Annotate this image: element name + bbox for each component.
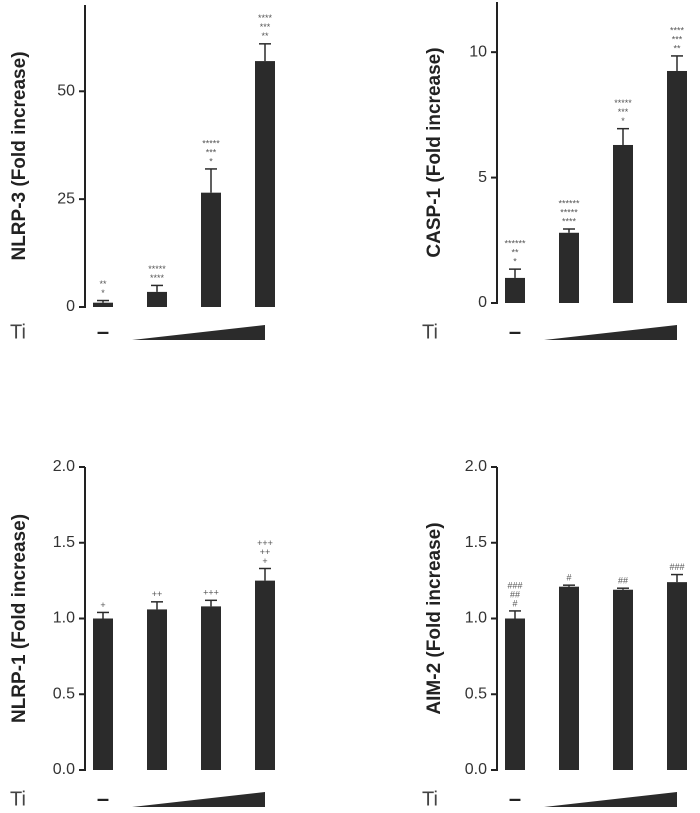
significance-label: ** <box>673 43 681 53</box>
bar <box>613 144 633 303</box>
treatment-label: Ti <box>422 788 438 810</box>
significance-label: *** <box>618 107 629 117</box>
significance-label: **** <box>562 216 577 226</box>
significance-label: ***** <box>614 98 632 108</box>
y-tick-label: 1.5 <box>465 534 487 551</box>
bar <box>559 586 579 770</box>
significance-label: **** <box>150 273 165 283</box>
y-tick-label: 0.0 <box>53 761 75 778</box>
significance-label: * <box>101 288 105 298</box>
control-label: – <box>509 786 521 811</box>
control-label: – <box>509 319 521 344</box>
bar <box>613 589 633 770</box>
bar <box>255 580 275 770</box>
significance-label: ** <box>99 279 107 289</box>
y-tick-label: 2.0 <box>465 458 487 475</box>
control-label: – <box>97 786 109 811</box>
y-axis-label: NLRP-1 (Fold increase) <box>9 514 30 723</box>
significance-label: ** <box>511 248 519 258</box>
bar <box>93 618 113 770</box>
significance-label: * <box>513 257 517 267</box>
control-label: – <box>97 319 109 344</box>
significance-label: **** <box>258 13 273 23</box>
y-tick-label: 50 <box>57 83 75 100</box>
y-tick-label: 0.5 <box>465 685 487 702</box>
significance-label: * <box>209 156 213 166</box>
y-axis-label: AIM-2 (Fold increase) <box>424 522 445 714</box>
y-tick-label: 10 <box>469 43 487 60</box>
significance-label: *** <box>260 22 271 32</box>
significance-label: +++ <box>203 588 219 598</box>
significance-label: ++ <box>152 589 163 599</box>
bar <box>255 61 275 308</box>
bar <box>505 277 525 303</box>
significance-label: ## <box>510 589 520 599</box>
bar <box>667 582 687 770</box>
bar <box>147 291 167 307</box>
bar <box>667 70 687 304</box>
y-tick-label: 0.0 <box>465 761 487 778</box>
y-tick-label: 1.0 <box>53 610 75 627</box>
significance-label: * <box>621 116 625 126</box>
y-tick-label: 1.5 <box>53 534 75 551</box>
dose-wedge <box>544 325 677 340</box>
bar <box>93 302 113 307</box>
y-axis-label: NLRP-3 (Fold increase) <box>9 51 30 260</box>
treatment-label: Ti <box>422 321 438 343</box>
significance-label: **** <box>670 25 685 35</box>
significance-label: ***** <box>202 138 220 148</box>
y-tick-label: 1.0 <box>465 610 487 627</box>
significance-label: +++ <box>257 538 273 548</box>
significance-label: *** <box>206 147 217 157</box>
significance-label: + <box>100 600 105 610</box>
y-axis-label: CASP-1 (Fold increase) <box>424 47 445 257</box>
treatment-label: Ti <box>10 788 26 810</box>
significance-label: ++ <box>260 547 271 557</box>
y-tick-label: 5 <box>478 169 487 186</box>
significance-label: + <box>262 556 267 566</box>
y-tick-label: 0 <box>478 294 487 311</box>
y-tick-label: 0 <box>66 298 75 315</box>
dose-wedge <box>132 325 265 340</box>
bar <box>201 606 221 770</box>
significance-label: ****** <box>504 239 526 249</box>
significance-label: ### <box>507 580 522 590</box>
significance-label: # <box>512 598 517 608</box>
bar <box>559 232 579 303</box>
y-tick-label: 0.5 <box>53 685 75 702</box>
significance-label: ***** <box>148 264 166 274</box>
significance-label: ### <box>669 562 684 572</box>
significance-label: ** <box>261 31 269 41</box>
bar <box>201 192 221 307</box>
significance-label: ***** <box>560 207 578 217</box>
significance-label: ****** <box>558 198 580 208</box>
significance-label: ## <box>618 576 628 586</box>
treatment-label: Ti <box>10 321 26 343</box>
bar <box>147 609 167 770</box>
y-tick-label: 2.0 <box>53 458 75 475</box>
dose-wedge <box>544 792 677 807</box>
significance-label: *** <box>672 34 683 44</box>
dose-wedge <box>132 792 265 807</box>
significance-label: # <box>566 573 571 583</box>
bar <box>505 618 525 770</box>
y-tick-label: 25 <box>57 190 75 207</box>
